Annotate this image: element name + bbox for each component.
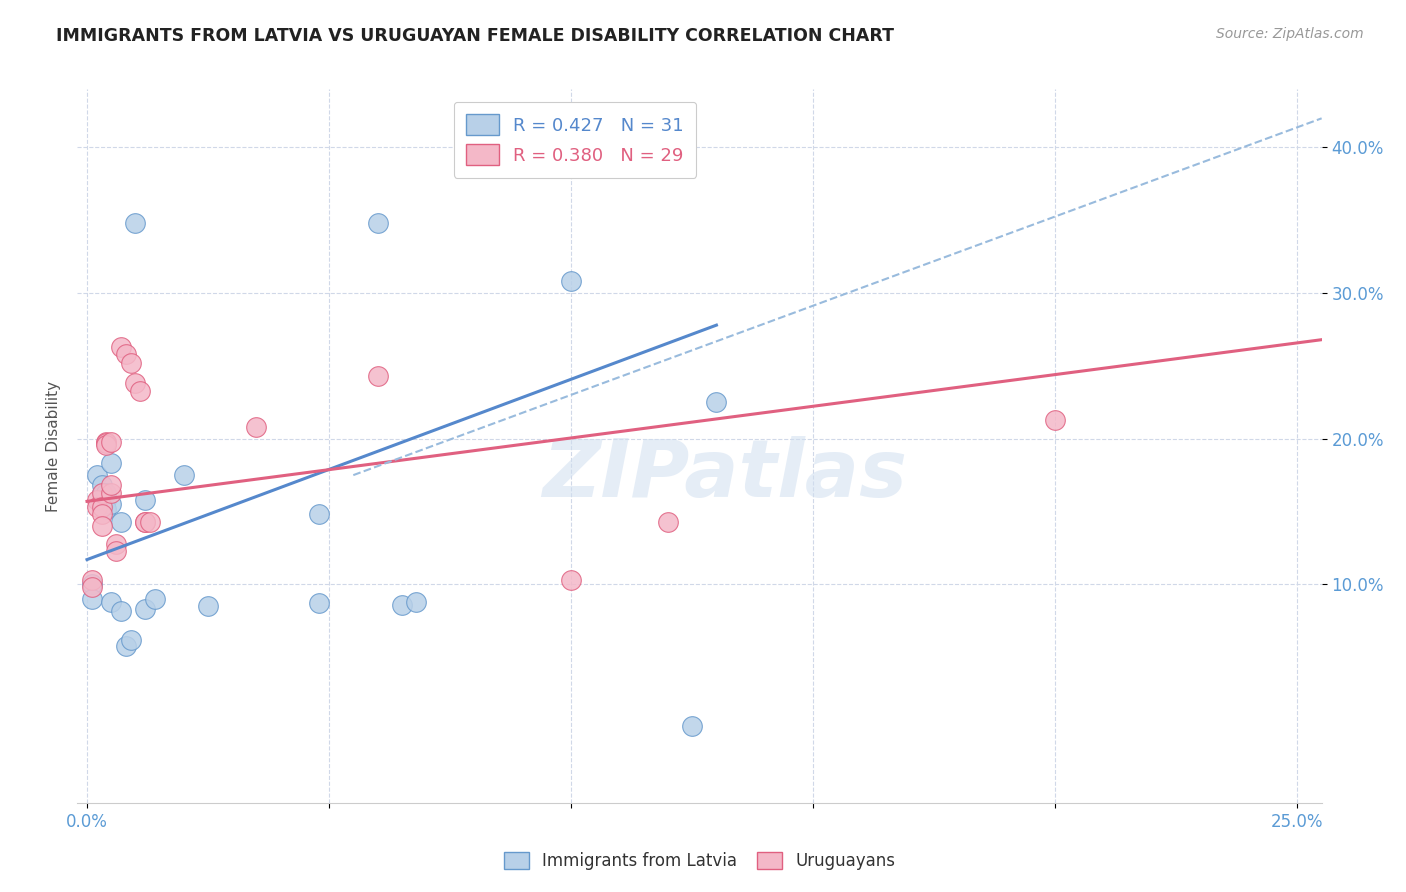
Point [96,501,118,516]
Point [308,596,330,610]
Point [90,478,112,492]
Text: Source: ZipAtlas.com: Source: ZipAtlas.com [1216,27,1364,41]
Point [90,492,112,507]
Point [96,434,118,449]
Point [86,492,108,507]
Point [143,591,166,606]
Point [80,573,103,587]
Point [90,519,112,533]
Point [391,598,413,612]
Point [124,216,146,230]
Point [96,437,118,451]
Point [90,500,112,515]
Point [560,573,582,587]
Point [134,602,156,616]
Point [96,485,118,500]
Point [114,347,136,361]
Point [308,508,330,522]
Point [100,497,122,511]
Y-axis label: Female Disability: Female Disability [45,380,60,512]
Text: ZIPatlas: ZIPatlas [541,435,907,514]
Point [96,436,118,450]
Point [80,577,103,591]
Point [80,591,103,606]
Point [560,275,582,289]
Point [100,434,122,449]
Point [120,632,142,647]
Point [100,595,122,609]
Point [110,603,132,617]
Point [134,515,156,529]
Point [105,536,128,550]
Point [110,515,132,529]
Point [139,515,162,529]
Point [120,356,142,370]
Point [706,395,728,409]
Point [90,485,112,500]
Point [86,468,108,483]
Point [245,420,267,434]
Point [80,580,103,594]
Point [657,515,679,529]
Point [367,369,389,384]
Text: IMMIGRANTS FROM LATVIA VS URUGUAYAN FEMALE DISABILITY CORRELATION CHART: IMMIGRANTS FROM LATVIA VS URUGUAYAN FEMA… [56,27,894,45]
Point [96,492,118,507]
Legend: Immigrants from Latvia, Uruguayans: Immigrants from Latvia, Uruguayans [494,842,905,880]
Point [1045,413,1067,427]
Point [90,508,112,522]
Point [367,216,389,230]
Point [134,515,156,529]
Point [405,595,427,609]
Point [681,718,703,732]
Point [134,492,156,507]
Point [105,544,128,558]
Point [90,485,112,500]
Point [129,384,152,398]
Point [90,500,112,515]
Point [114,639,136,653]
Point [100,457,122,471]
Point [197,599,219,614]
Point [86,500,108,515]
Point [100,478,122,492]
Point [100,485,122,500]
Point [173,468,195,483]
Point [124,376,146,391]
Point [110,340,132,354]
